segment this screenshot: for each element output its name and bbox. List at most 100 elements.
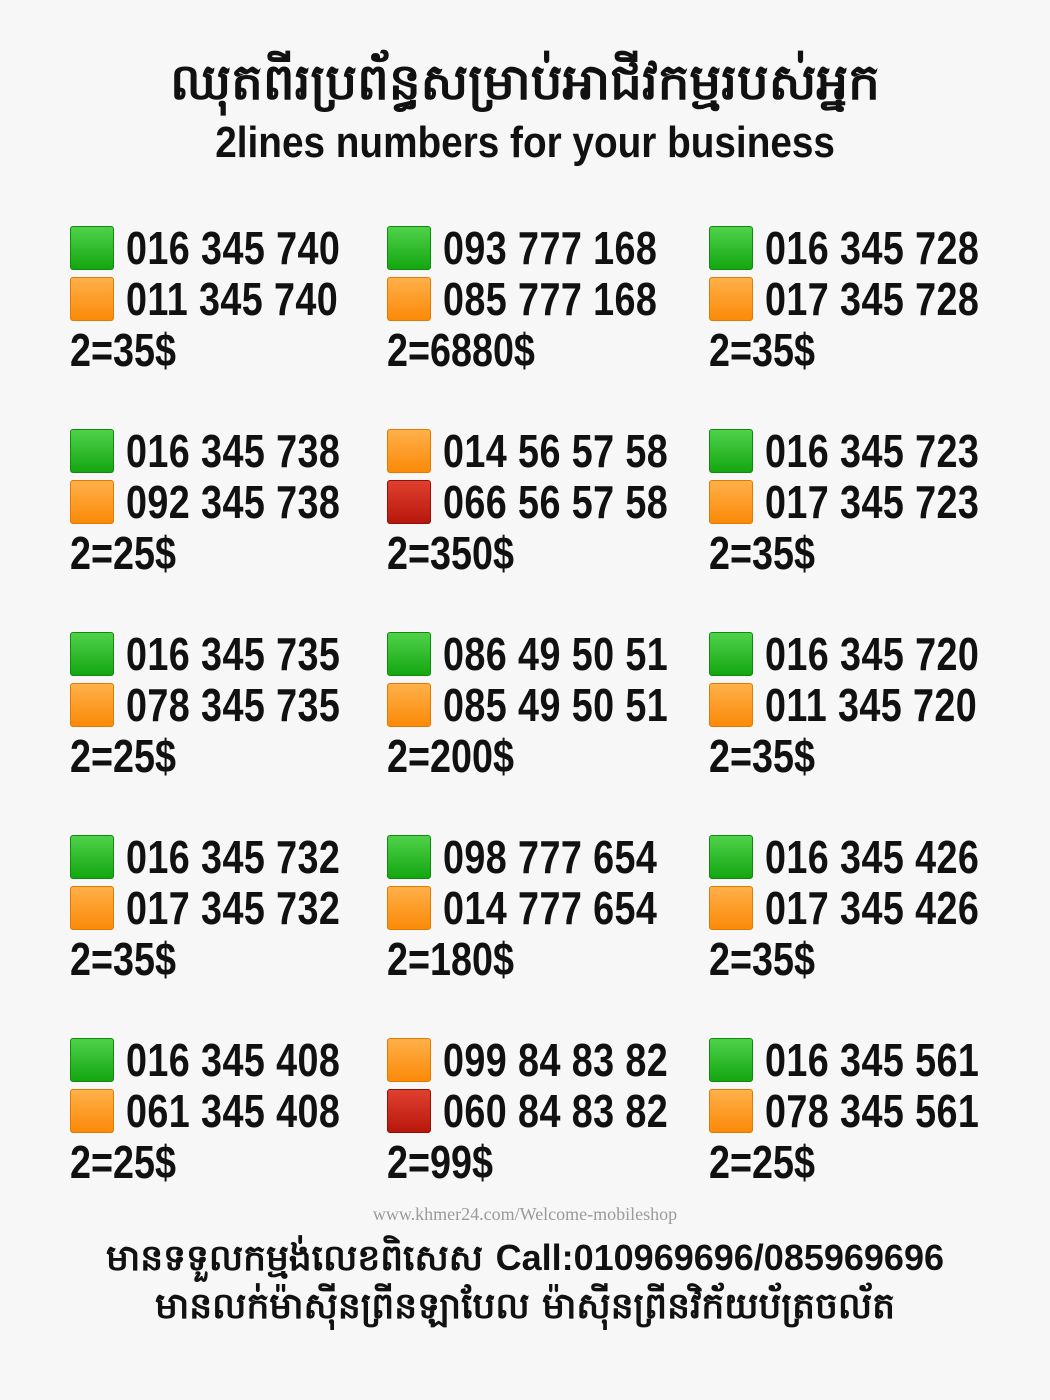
phone-number: 092 345 738 [126, 476, 341, 528]
orange-square-icon [709, 480, 753, 524]
orange-square-icon [387, 683, 431, 727]
phone-line: 016 345 720 [709, 629, 1029, 679]
phone-line: 086 49 50 51 [387, 629, 709, 679]
price-label: 2=35$ [709, 933, 815, 985]
price-label: 2=99$ [387, 1136, 493, 1188]
number-pair-card: 016 345 738 092 345 738 2=25$ [70, 426, 387, 586]
price-label: 2=25$ [709, 1136, 815, 1188]
phone-number: 016 345 561 [765, 1034, 980, 1086]
phone-number: 016 345 732 [126, 831, 341, 883]
price-label: 2=200$ [387, 730, 514, 782]
phone-number: 066 56 57 58 [443, 476, 669, 528]
phone-number: 078 345 735 [126, 679, 341, 731]
price-label: 2=350$ [387, 527, 514, 579]
phone-number: 061 345 408 [126, 1085, 341, 1137]
orange-square-icon [70, 683, 114, 727]
number-pair-card: 016 345 720 011 345 720 2=35$ [709, 629, 1029, 789]
phone-number: 016 345 720 [765, 628, 980, 680]
orange-square-icon [70, 1089, 114, 1133]
red-square-icon [387, 1089, 431, 1133]
number-pair-card: 016 345 723 017 345 723 2=35$ [709, 426, 1029, 586]
phone-number: 093 777 168 [443, 222, 658, 274]
green-square-icon [709, 1038, 753, 1082]
phone-line: 011 345 720 [709, 680, 1029, 730]
number-pair-card: 016 345 740 011 345 740 2=35$ [70, 223, 387, 383]
number-pair-card: 016 345 426 017 345 426 2=35$ [709, 832, 1029, 992]
phone-line: 098 777 654 [387, 832, 709, 882]
orange-square-icon [709, 683, 753, 727]
number-pair-card: 093 777 168 085 777 168 2=6880$ [387, 223, 709, 383]
number-grid: 016 345 740 011 345 740 2=35$ 093 777 168 08… [0, 223, 1050, 1195]
phone-number: 011 345 740 [126, 273, 339, 325]
phone-line: 017 345 732 [70, 883, 387, 933]
phone-line: 085 49 50 51 [387, 680, 709, 730]
price-label: 2=6880$ [387, 324, 535, 376]
price-label: 2=25$ [70, 527, 176, 579]
price-label: 2=25$ [70, 1136, 176, 1188]
phone-line: 078 345 561 [709, 1086, 1029, 1136]
phone-line: 066 56 57 58 [387, 477, 709, 527]
green-square-icon [387, 835, 431, 879]
phone-number: 016 345 740 [126, 222, 341, 274]
phone-number: 017 345 728 [765, 273, 980, 325]
phone-line: 016 345 732 [70, 832, 387, 882]
orange-square-icon [709, 1089, 753, 1133]
footer-line-2: មានលក់ម៉ាស៊ីនព្រីនឡាបែល ម៉ាស៊ីនព្រីនវិក័… [155, 1286, 895, 1327]
phone-number: 017 345 426 [765, 882, 980, 934]
phone-line: 092 345 738 [70, 477, 387, 527]
green-square-icon [709, 835, 753, 879]
number-pair-card: 016 345 735 078 345 735 2=25$ [70, 629, 387, 789]
orange-square-icon [387, 886, 431, 930]
footer-call: Call:010969696/085969696 [495, 1237, 944, 1278]
footer-special-order: មានទទួលកម្មង់លេខពិសេស [105, 1238, 484, 1279]
green-square-icon [70, 226, 114, 270]
phone-line: 061 345 408 [70, 1086, 387, 1136]
green-square-icon [70, 1038, 114, 1082]
title-khmer: ឈុតពីរប្រព័ន្ធសម្រាប់អាជីវកម្មរបស់អ្នក [170, 53, 880, 111]
phone-number: 078 345 561 [765, 1085, 980, 1137]
number-pair-card: 086 49 50 51 085 49 50 51 2=200$ [387, 629, 709, 789]
orange-square-icon [709, 277, 753, 321]
phone-line: 016 345 740 [70, 223, 387, 273]
phone-line: 060 84 83 82 [387, 1086, 709, 1136]
phone-line: 016 345 426 [709, 832, 1029, 882]
number-pair-card: 016 345 732 017 345 732 2=35$ [70, 832, 387, 992]
price-label: 2=35$ [70, 324, 176, 376]
phone-number: 060 84 83 82 [443, 1085, 669, 1137]
phone-line: 016 345 728 [709, 223, 1029, 273]
green-square-icon [387, 226, 431, 270]
phone-number: 085 777 168 [443, 273, 658, 325]
phone-line: 078 345 735 [70, 680, 387, 730]
red-square-icon [387, 480, 431, 524]
phone-line: 099 84 83 82 [387, 1035, 709, 1085]
price-label: 2=35$ [709, 730, 815, 782]
phone-number: 016 345 738 [126, 425, 341, 477]
phone-number: 016 345 723 [765, 425, 980, 477]
number-pair-card: 016 345 561 078 345 561 2=25$ [709, 1035, 1029, 1195]
phone-number: 014 777 654 [443, 882, 658, 934]
number-pair-card: 098 777 654 014 777 654 2=180$ [387, 832, 709, 992]
title-english: 2lines numbers for your business [0, 118, 1050, 168]
phone-number: 017 345 732 [126, 882, 341, 934]
orange-square-icon [70, 277, 114, 321]
phone-line: 093 777 168 [387, 223, 709, 273]
phone-line: 014 56 57 58 [387, 426, 709, 476]
phone-line: 085 777 168 [387, 274, 709, 324]
phone-number: 011 345 720 [765, 679, 978, 731]
number-pair-card: 016 345 728 017 345 728 2=35$ [709, 223, 1029, 383]
phone-number: 016 345 728 [765, 222, 980, 274]
phone-line: 014 777 654 [387, 883, 709, 933]
phone-line: 016 345 561 [709, 1035, 1029, 1085]
phone-number: 099 84 83 82 [443, 1034, 669, 1086]
green-square-icon [709, 632, 753, 676]
price-label: 2=35$ [70, 933, 176, 985]
phone-line: 011 345 740 [70, 274, 387, 324]
phone-number: 016 345 426 [765, 831, 980, 883]
green-square-icon [709, 226, 753, 270]
phone-number: 085 49 50 51 [443, 679, 669, 731]
phone-number: 017 345 723 [765, 476, 980, 528]
watermark: www.khmer24.com/Welcome-mobileshop [372, 1204, 678, 1224]
orange-square-icon [70, 480, 114, 524]
price-label: 2=35$ [709, 527, 815, 579]
phone-line: 016 345 723 [709, 426, 1029, 476]
